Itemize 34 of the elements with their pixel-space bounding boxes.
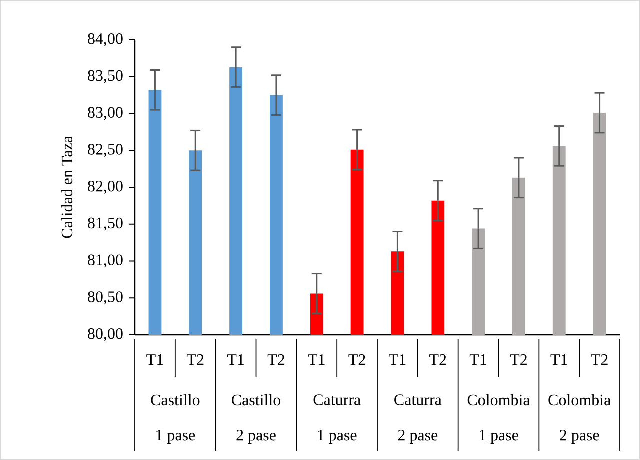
y-tick-label: 81,00 [88,254,123,268]
y-axis-title: Calidad en Taza [61,136,73,238]
text: Colombia [468,394,530,406]
x-tick-label: T1 [308,354,325,366]
text: 2 pase [236,430,276,444]
text: Caturra [314,394,361,406]
text: 1 pase [318,430,357,444]
y-tick-label: 83,00 [88,107,123,120]
y-tick-label: 80,00 [88,328,123,342]
y-tick-label: 82,00 [88,180,123,194]
x-tick-label: T2 [348,354,366,366]
x-tick-label: T2 [430,354,446,366]
x-tick-label: T1 [550,354,568,366]
text: 1 pase [156,430,196,444]
y-tick-label: 83,50 [88,70,123,84]
text: Colombia [548,394,611,406]
text: Castillo [232,394,281,406]
x-tick-label: T1 [389,354,406,366]
text: 2 pase [560,430,600,444]
x-tick-label: T2 [268,354,284,366]
x-tick-label: T1 [146,354,164,366]
y-tick-label: 81,50 [88,218,123,231]
text: 2 pase [398,430,438,444]
y-tick-label: 84,00 [88,33,123,47]
x-tick-label: T2 [187,354,204,366]
x-tick-label: T1 [470,354,486,366]
text: Castillo [151,394,200,406]
y-tick-label: 82,50 [88,144,123,158]
y-tick-label: 80,50 [88,292,123,305]
x-tick-label: T2 [591,354,608,366]
x-tick-label: T1 [227,354,244,366]
x-tick-label: T2 [510,354,527,366]
text: 1 pase [480,430,518,444]
text: Caturra [394,394,442,406]
